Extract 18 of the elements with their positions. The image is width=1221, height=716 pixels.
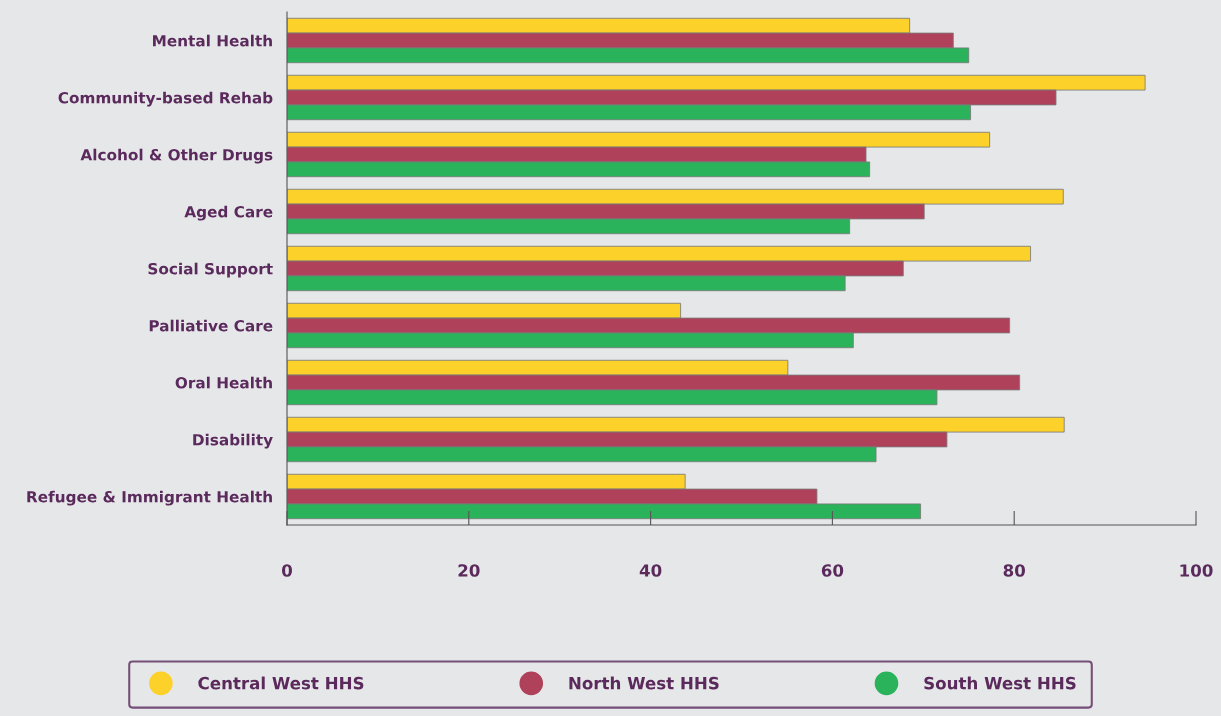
y-tick-label: Refugee & Immigrant Health — [27, 490, 272, 506]
y-tick-label: Disability — [193, 433, 273, 449]
y-tick-label: Oral Health — [175, 376, 272, 389]
x-tick-label: 100 — [1180, 564, 1213, 577]
legend-label: North West HHS — [569, 676, 719, 690]
legend-label: South West HHS — [924, 676, 1076, 690]
x-tick-label: 40 — [639, 564, 662, 577]
y-tick-label: Community-based Rehab — [58, 91, 273, 107]
x-tick-label: 80 — [1003, 564, 1025, 577]
x-tick-label: 60 — [821, 564, 844, 577]
y-tick-label: Alcohol & Other Drugs — [80, 148, 273, 164]
y-tick-label: Palliative Care — [149, 319, 273, 332]
y-tick-label: Social Support — [148, 262, 273, 278]
x-tick-label: 20 — [458, 564, 480, 577]
x-tick-label: 0 — [282, 564, 292, 577]
y-tick-label: Aged Care — [184, 205, 273, 221]
legend-label: Central West HHS — [198, 676, 364, 690]
y-tick-label: Mental Health — [153, 34, 272, 47]
